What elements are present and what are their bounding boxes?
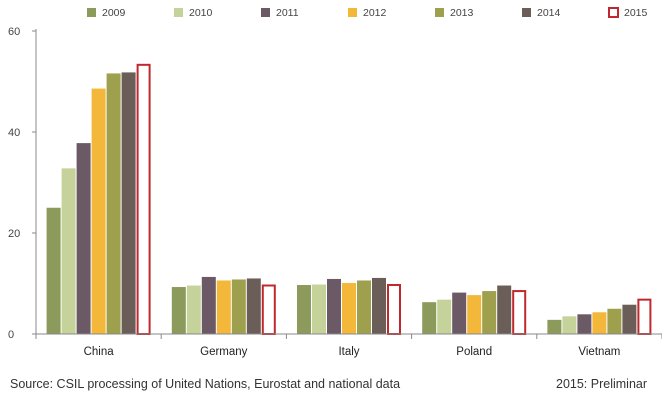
x-category-label: China (84, 346, 115, 358)
y-axis: 0 20 40 60 (8, 26, 37, 341)
bar-poland-2009 (422, 302, 437, 334)
legend-label-2014: 2014 (537, 7, 561, 19)
y-tick-label: 20 (8, 228, 20, 240)
y-tick-label: 40 (8, 127, 20, 139)
bar-germany-2011 (201, 276, 216, 334)
x-category-label: Poland (456, 346, 492, 358)
bar-germany-2010 (186, 285, 201, 334)
legend-swatch-2011 (261, 8, 270, 17)
legend: 2009 2010 2011 2012 2013 2014 2015 (87, 7, 648, 19)
x-axis: China Germany Italy Poland Vietnam (35, 333, 662, 358)
bar-germany-2014 (246, 278, 261, 334)
bars (46, 63, 652, 336)
bar-china-2015 (136, 63, 151, 335)
legend-label-2011: 2011 (276, 7, 299, 19)
y-tick-label: 0 (8, 329, 14, 341)
legend-swatch-2012 (348, 8, 357, 17)
bar-vietnam-2011 (577, 314, 592, 334)
legend-label-2010: 2010 (189, 7, 213, 19)
bar-italy-2012 (342, 282, 356, 334)
bar-vietnam-2012 (592, 312, 607, 334)
y-tick-label: 60 (8, 26, 20, 38)
bar-italy-2011 (327, 278, 341, 334)
bar-vietnam-2013 (607, 308, 622, 334)
bar-vietnam-2009 (547, 319, 562, 334)
bar-vietnam-2010 (562, 316, 577, 334)
legend-swatch-2014 (522, 8, 531, 17)
bar-china-2014 (121, 72, 136, 334)
bar-poland-2010 (437, 299, 452, 334)
bar-italy-2009 (297, 285, 311, 334)
bar-italy-2014 (372, 277, 386, 334)
bar-china-2012 (91, 88, 106, 334)
bar-italy-2015 (387, 284, 401, 336)
x-category-label: Italy (338, 346, 359, 358)
legend-label-2012: 2012 (363, 7, 387, 19)
x-category-label: Germany (200, 346, 248, 358)
legend-label-2009: 2009 (102, 7, 126, 19)
bar-china-2010 (61, 168, 76, 334)
bar-italy-2013 (357, 280, 371, 334)
bar-italy-2010 (312, 284, 326, 334)
legend-swatch-2010 (174, 8, 183, 17)
bar-vietnam-2014 (622, 304, 637, 334)
bar-chart: 2009 2010 2011 2012 2013 2014 2015 0 20 40 60 Chi… (8, 7, 662, 358)
bar-poland-2014 (497, 285, 512, 334)
bar-china-2013 (106, 73, 121, 335)
bar-germany-2013 (231, 279, 246, 334)
legend-swatch-2009 (87, 8, 96, 17)
bar-germany-2012 (216, 280, 231, 334)
bar-vietnam-2015 (637, 298, 652, 335)
bar-poland-2013 (482, 291, 497, 334)
legend-swatch-2015 (608, 7, 619, 18)
bar-germany-2009 (171, 287, 186, 334)
bar-poland-2012 (467, 295, 482, 334)
x-category-label: Vietnam (578, 346, 620, 358)
bar-china-2009 (46, 207, 61, 334)
preliminary-note: 2015: Preliminar (556, 377, 648, 391)
bar-poland-2011 (452, 292, 467, 334)
bar-poland-2015 (512, 290, 527, 336)
legend-swatch-2013 (435, 8, 444, 17)
bar-germany-2015 (261, 284, 276, 336)
bar-china-2011 (76, 143, 91, 334)
legend-label-2013: 2013 (450, 7, 474, 19)
legend-label-2015: 2015 (624, 7, 648, 19)
source-note: Source: CSIL processing of United Nation… (10, 377, 401, 391)
